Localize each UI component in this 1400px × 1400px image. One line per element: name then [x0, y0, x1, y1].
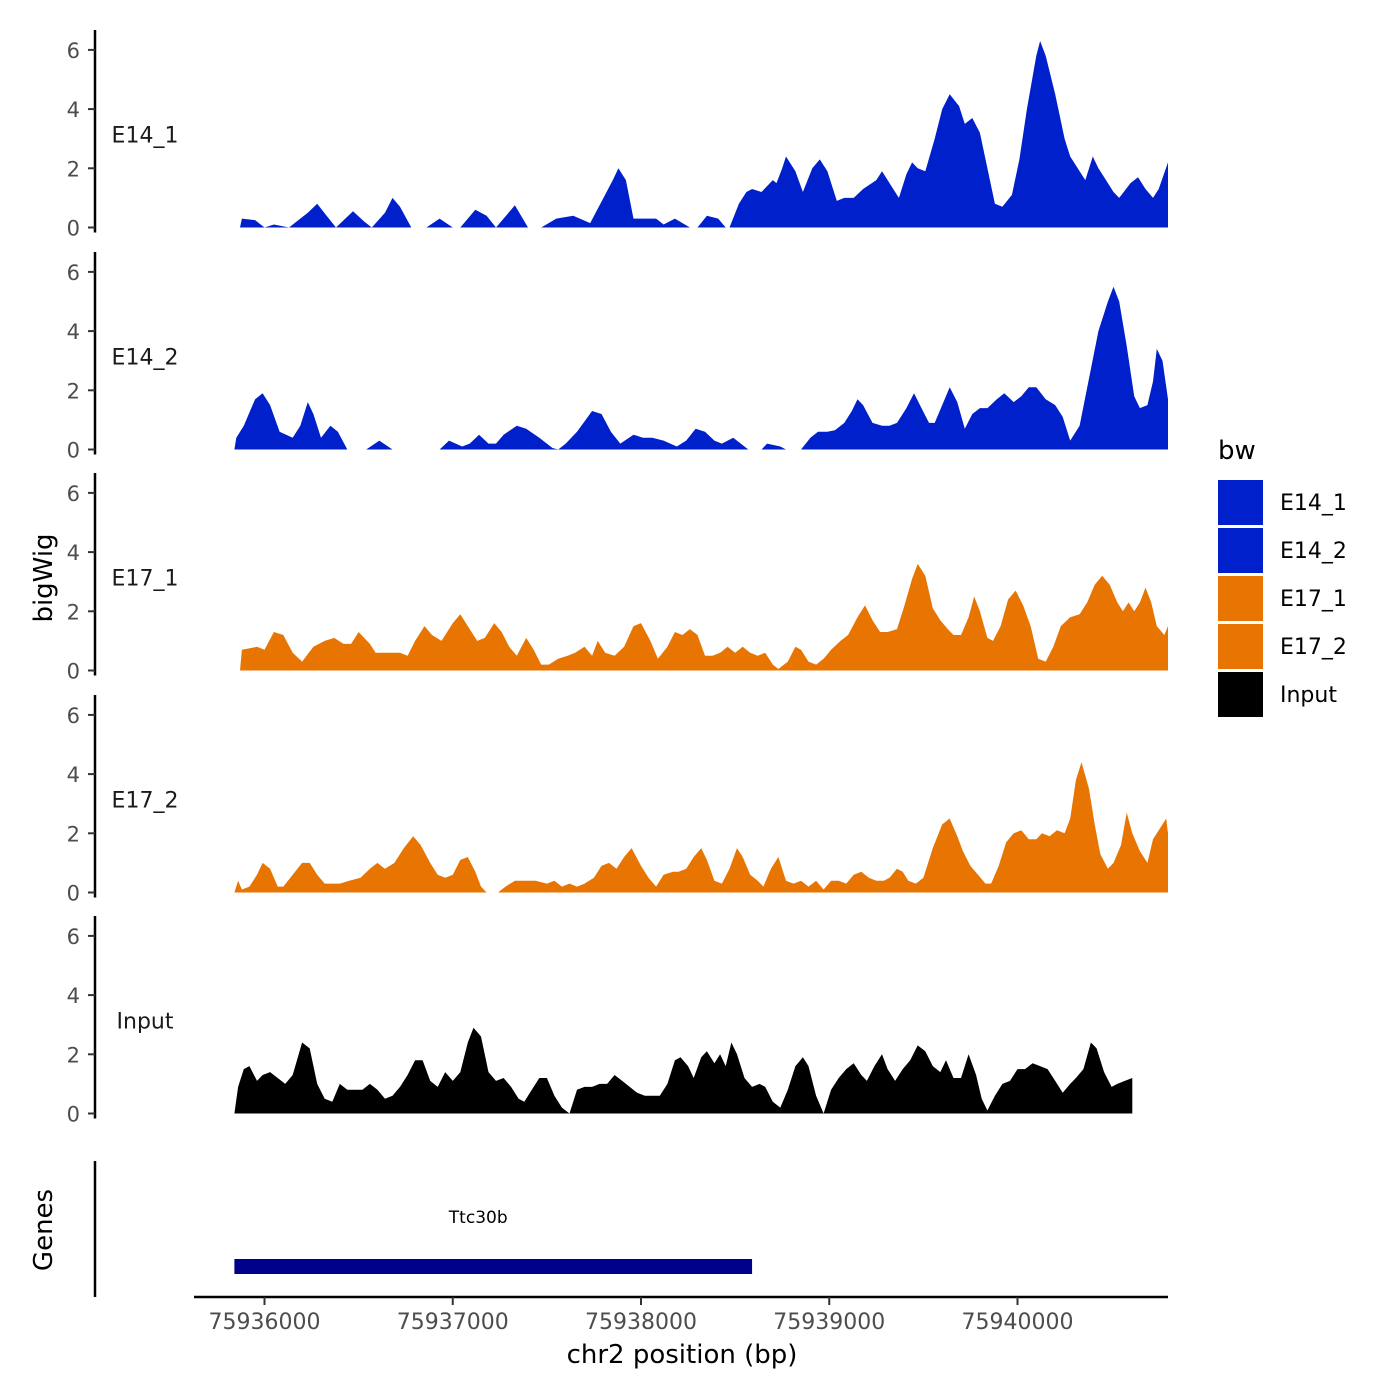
gene-bar-ttc30b — [234, 1259, 753, 1274]
track-label: E17_2 — [112, 789, 179, 814]
y-tick-label: 2 — [67, 1043, 80, 1067]
x-axis: 75936000 75937000 75938000 75939000 75940000 — [194, 1295, 1168, 1335]
legend: bw E14_1 E14_2 E17_1 E17_2 Input — [1218, 436, 1347, 717]
track-label: E17_1 — [112, 567, 179, 592]
x-tick-label: 75937000 — [397, 1310, 509, 1335]
track-e17-1: 0 2 4 6 E17_1 — [67, 473, 1168, 684]
legend-swatch-e17-1 — [1218, 576, 1263, 621]
track-label: E14_2 — [112, 346, 179, 371]
y-tick-label: 6 — [67, 39, 80, 63]
y-tick-label: 6 — [67, 261, 80, 285]
legend-label: Input — [1280, 683, 1337, 708]
y-tick-label: 6 — [67, 704, 80, 728]
track-input: 0 2 4 6 Input — [67, 916, 1133, 1127]
x-tick-label: 75940000 — [962, 1310, 1074, 1335]
signal-area-input — [234, 1027, 1133, 1114]
y-tick-label: 4 — [67, 541, 80, 565]
x-tick-label: 75936000 — [209, 1310, 321, 1335]
signal-tracks: 0 2 4 6 E14_1 0 2 4 6 E14_2 0 2 4 6 E17_1 0 2 4 6 E17_2 0 2 4 6… — [67, 30, 1168, 1127]
y-tick-label: 0 — [67, 217, 80, 241]
y-tick-label: 4 — [67, 763, 80, 787]
track-e14-2: 0 2 4 6 E14_2 — [67, 252, 1168, 463]
x-axis-title: chr2 position (bp) — [567, 1340, 798, 1370]
legend-title: bw — [1218, 436, 1256, 466]
x-tick-label: 75938000 — [585, 1310, 697, 1335]
legend-label: E14_2 — [1280, 539, 1347, 564]
track-label: E14_1 — [112, 124, 179, 149]
legend-label: E14_1 — [1280, 491, 1347, 516]
y-tick-label: 4 — [67, 98, 80, 122]
legend-label: E17_1 — [1280, 587, 1347, 612]
legend-swatch-e14-1 — [1218, 480, 1263, 525]
signal-area-e14-1 — [240, 41, 1168, 228]
y-tick-label: 4 — [67, 984, 80, 1008]
legend-swatch-e14-2 — [1218, 528, 1263, 573]
legend-swatch-input — [1218, 672, 1263, 717]
x-tick-label: 75939000 — [773, 1310, 885, 1335]
genes-axis-title: Genes — [29, 1189, 59, 1271]
legend-swatch-e17-2 — [1218, 624, 1263, 669]
y-tick-label: 2 — [67, 157, 80, 181]
y-tick-label: 6 — [67, 925, 80, 949]
gene-label: Ttc30b — [448, 1208, 508, 1228]
y-tick-label: 0 — [67, 660, 80, 684]
track-e14-1: 0 2 4 6 E14_1 — [67, 30, 1168, 241]
signal-area-e14-2 — [234, 286, 1168, 450]
y-tick-label: 2 — [67, 822, 80, 846]
signal-area-e17-2 — [234, 762, 1168, 893]
y-tick-label: 2 — [67, 379, 80, 403]
genes-panel: Ttc30b — [93, 1161, 753, 1297]
y-tick-label: 0 — [67, 439, 80, 463]
track-e17-2: 0 2 4 6 E17_2 — [67, 695, 1168, 906]
track-label: Input — [117, 1010, 174, 1035]
y-tick-label: 4 — [67, 320, 80, 344]
y-tick-label: 2 — [67, 600, 80, 624]
signal-area-e17-1 — [240, 563, 1168, 671]
y-tick-label: 6 — [67, 482, 80, 506]
legend-label: E17_2 — [1280, 635, 1347, 660]
y-axis-title: bigWig — [29, 533, 59, 622]
y-tick-label: 0 — [67, 1103, 80, 1127]
y-tick-label: 0 — [67, 882, 80, 906]
